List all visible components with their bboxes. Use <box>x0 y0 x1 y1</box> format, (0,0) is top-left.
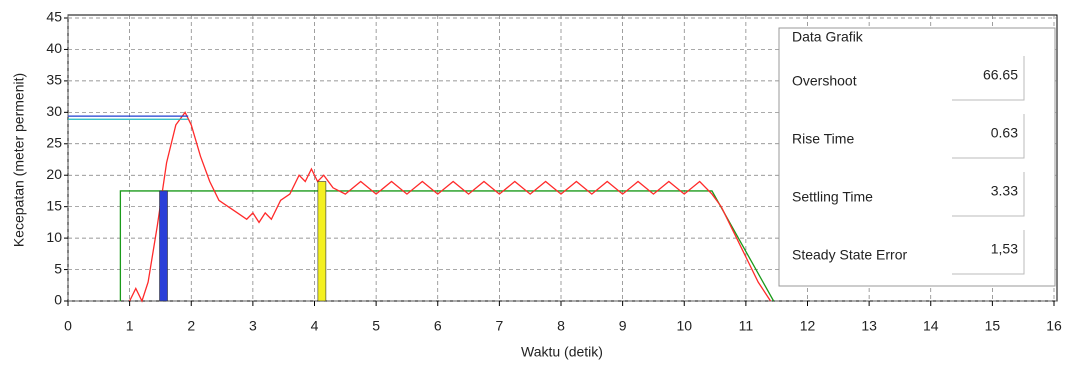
x-tick-label: 9 <box>619 318 627 334</box>
y-tick-label: 0 <box>54 292 62 308</box>
panel-items: Overshoot 66.65 Rise Time 0.63 Settling Time… <box>792 56 1025 275</box>
panel-frame <box>778 27 1056 287</box>
y-tick-label: 5 <box>54 260 62 276</box>
marker-bar <box>317 181 327 302</box>
x-tick-label: 15 <box>985 318 1001 334</box>
y-tick-label: 35 <box>46 72 62 88</box>
x-tick-label: 6 <box>434 318 442 334</box>
y-tick-label: 10 <box>46 229 62 245</box>
x-tick-label: 8 <box>557 318 565 334</box>
value-box <box>952 172 1025 217</box>
item-value: 3.33 <box>991 183 1018 199</box>
value-box <box>952 56 1025 101</box>
item-value: 0.63 <box>991 125 1018 141</box>
y-tick-label: 40 <box>46 40 62 56</box>
y-tick-label: 20 <box>46 166 62 182</box>
y-tick-label: 15 <box>46 197 62 213</box>
item-label: Settling Time <box>792 189 873 205</box>
x-tick-label: 12 <box>800 318 816 334</box>
item-value: 1,53 <box>991 241 1018 257</box>
x-tick-label: 1 <box>126 318 134 334</box>
y-tick-label: 45 <box>46 9 62 25</box>
x-tick-label: 10 <box>676 318 692 334</box>
x-tick-label: 11 <box>739 318 754 334</box>
series-line <box>129 111 772 303</box>
item-label: Overshoot <box>792 73 857 89</box>
item-value: 66.65 <box>983 67 1018 83</box>
panel-title-bg <box>788 30 868 46</box>
item-label: Rise Time <box>792 131 854 147</box>
x-tick-label: 5 <box>372 318 380 334</box>
x-tick-label: 14 <box>923 318 939 334</box>
value-box <box>952 114 1025 159</box>
x-tick-label: 16 <box>1046 318 1062 334</box>
y-tick-label: 25 <box>46 134 62 150</box>
x-tick-label: 3 <box>249 318 257 334</box>
x-tick-label: 0 <box>64 318 72 334</box>
data-panel: Data Grafik Overshoot 66.65 Rise Time 0.63 S… <box>778 27 1056 287</box>
y-axis-label: Kecepatan (meter permenit) <box>11 73 27 247</box>
x-axis-label: Waktu (detik) <box>521 344 603 360</box>
y-tick-label: 30 <box>46 103 62 119</box>
x-tick-label: 2 <box>187 318 195 334</box>
x-tick-label: 7 <box>495 318 503 334</box>
panel-title: Data Grafik <box>792 29 864 45</box>
x-tick-label: 4 <box>311 318 319 334</box>
marker-bar <box>159 190 168 302</box>
item-label: Steady State Error <box>792 247 908 263</box>
x-tick-label: 13 <box>861 318 877 334</box>
series-line <box>119 190 775 302</box>
value-box <box>952 230 1025 275</box>
